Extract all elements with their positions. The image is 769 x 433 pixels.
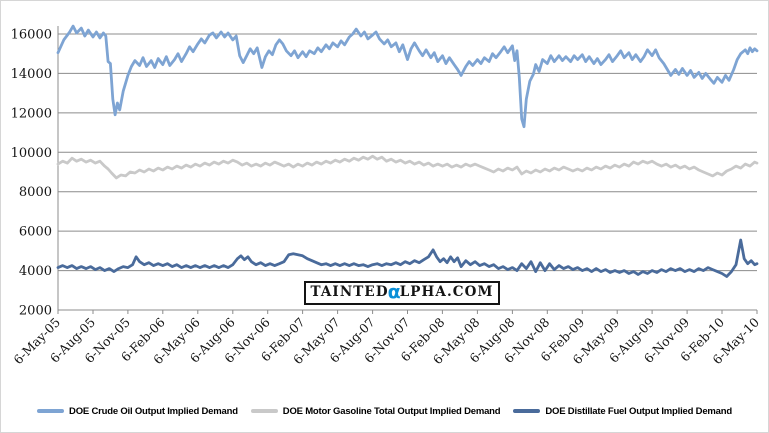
- legend-swatch-distillate: [513, 409, 541, 413]
- y-tick-label: 8000: [19, 185, 52, 200]
- legend: DOE Crude Oil Output Implied Demand DOE …: [1, 400, 768, 422]
- legend-swatch-gasoline: [250, 409, 278, 413]
- y-tick-label: 6000: [19, 225, 52, 240]
- y-tick-label: 14000: [11, 67, 52, 82]
- legend-item-distillate: DOE Distillate Fuel Output Implied Deman…: [513, 406, 732, 417]
- y-tick-label: 2000: [19, 304, 52, 319]
- legend-item-gasoline: DOE Motor Gasoline Total Output Implied …: [250, 405, 501, 417]
- legend-label-distillate: DOE Distillate Fuel Output Implied Deman…: [545, 405, 732, 417]
- y-tick-label: 12000: [11, 106, 52, 121]
- y-tick-label: 4000: [19, 264, 52, 279]
- series-line-2: [56, 238, 759, 278]
- series-line-0: [56, 24, 759, 129]
- watermark-text-suffix: LPHA.COM: [399, 284, 494, 301]
- legend-label-gasoline: DOE Motor Gasoline Total Output Implied …: [282, 405, 501, 417]
- watermark-alpha-glyph: α: [387, 280, 401, 303]
- y-tick-label: 16000: [11, 28, 52, 43]
- legend-item-crude: DOE Crude Oil Output Implied Demand: [37, 406, 238, 417]
- legend-label-crude: DOE Crude Oil Output Implied Demand: [69, 405, 238, 417]
- watermark-box: TAINTED α LPHA.COM: [304, 281, 500, 305]
- legend-swatch-crude: [37, 409, 65, 413]
- series-line-1: [56, 154, 759, 180]
- y-tick-label: 10000: [11, 146, 52, 161]
- watermark-text-prefix: TAINTED: [310, 284, 389, 301]
